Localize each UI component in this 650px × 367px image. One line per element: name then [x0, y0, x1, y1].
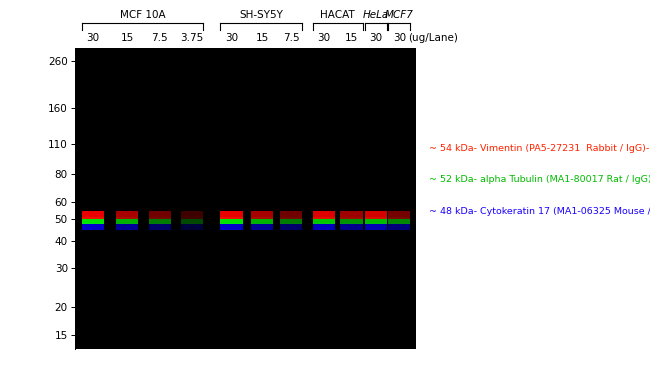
Bar [313, 223, 335, 230]
Bar [149, 223, 171, 230]
Bar [82, 211, 104, 218]
Text: 30: 30 [393, 33, 406, 43]
Bar [116, 217, 138, 224]
Text: MCF7: MCF7 [385, 10, 414, 20]
Text: HACAT: HACAT [320, 10, 355, 20]
Text: ~ 54 kDa- Vimentin (PA5-27231  Rabbit / IgG)- 680 nm: ~ 54 kDa- Vimentin (PA5-27231 Rabbit / I… [429, 144, 650, 153]
Bar [149, 217, 171, 224]
Text: 15: 15 [344, 33, 358, 43]
Bar [280, 211, 302, 218]
Bar [181, 223, 203, 230]
Bar [220, 217, 242, 224]
Bar [82, 217, 104, 224]
Text: 15: 15 [120, 33, 134, 43]
Text: 7.5: 7.5 [283, 33, 300, 43]
Text: 30: 30 [86, 33, 99, 43]
Bar [116, 223, 138, 230]
Text: ~ 52 kDa- alpha Tubulin (MA1-80017 Rat / IgG)-488nm: ~ 52 kDa- alpha Tubulin (MA1-80017 Rat /… [429, 175, 650, 184]
Text: (ug/Lane): (ug/Lane) [408, 33, 458, 43]
Bar [220, 211, 242, 218]
Bar [365, 211, 387, 218]
Text: MCF 10A: MCF 10A [120, 10, 165, 20]
Bar [280, 223, 302, 230]
Text: ~ 48 kDa- Cytokeratin 17 (MA1-06325 Mouse / IgG2b)-800nm: ~ 48 kDa- Cytokeratin 17 (MA1-06325 Mous… [429, 207, 650, 215]
Bar [251, 217, 274, 224]
Bar [116, 211, 138, 218]
Text: 7.5: 7.5 [151, 33, 168, 43]
Bar [341, 217, 363, 224]
Text: 15: 15 [255, 33, 269, 43]
Bar [388, 217, 410, 224]
Bar [388, 223, 410, 230]
Bar [313, 211, 335, 218]
Bar [313, 217, 335, 224]
Bar [341, 223, 363, 230]
Text: 30: 30 [225, 33, 238, 43]
Bar [251, 211, 274, 218]
Bar [365, 217, 387, 224]
Bar [365, 223, 387, 230]
Bar [149, 211, 171, 218]
Bar [181, 217, 203, 224]
Bar [388, 211, 410, 218]
Bar [82, 223, 104, 230]
Text: HeLa: HeLa [363, 10, 389, 20]
Bar [280, 217, 302, 224]
Text: SH-SY5Y: SH-SY5Y [239, 10, 283, 20]
Bar [341, 211, 363, 218]
Text: 30: 30 [317, 33, 330, 43]
Bar [220, 223, 242, 230]
Text: 3.75: 3.75 [180, 33, 203, 43]
Text: 30: 30 [369, 33, 383, 43]
Bar [181, 211, 203, 218]
Bar [251, 223, 274, 230]
